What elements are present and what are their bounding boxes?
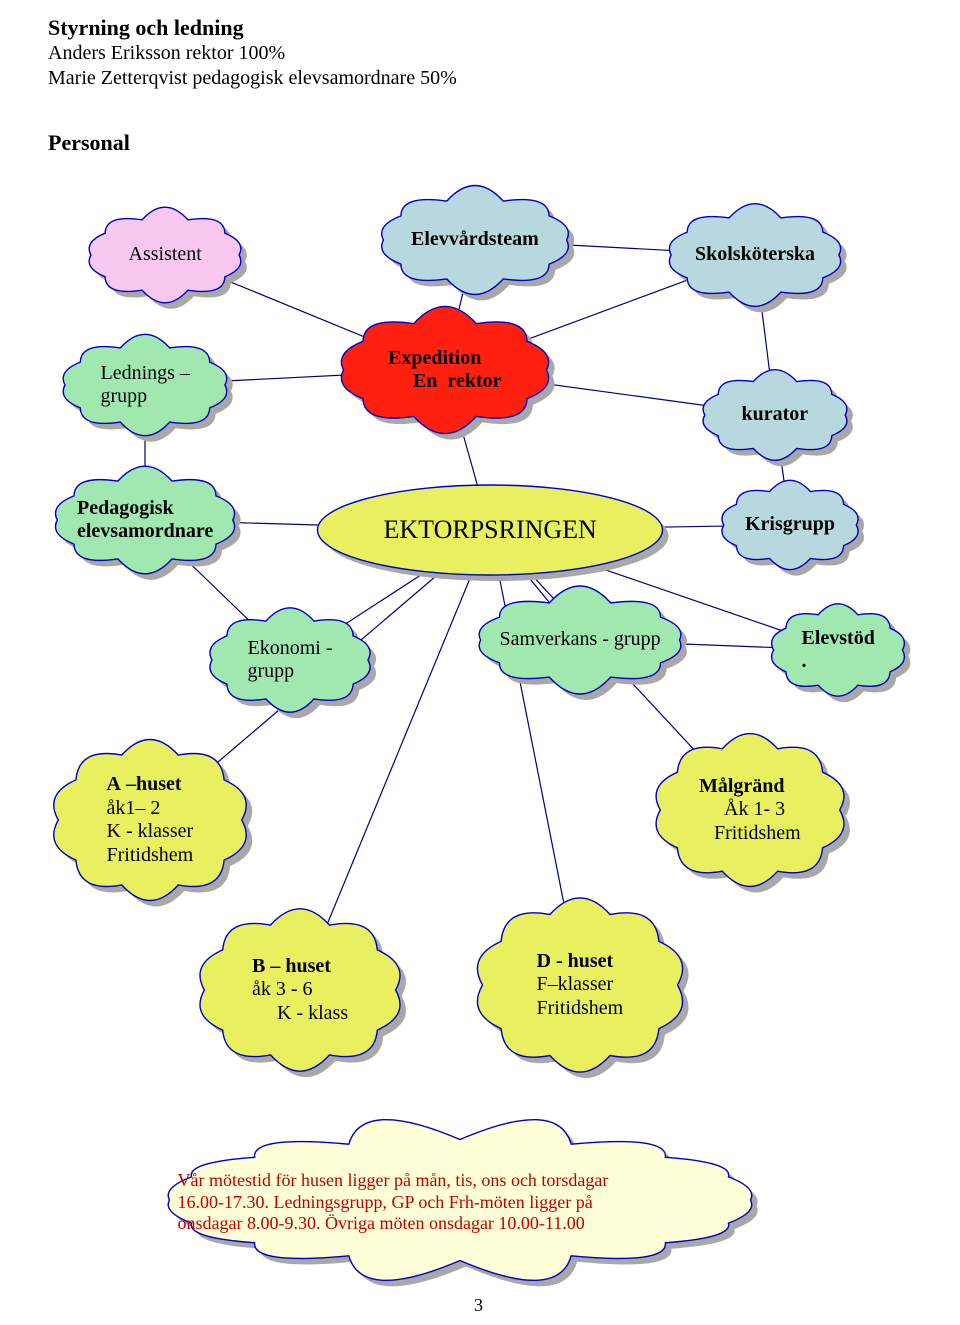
org-diagram [0,0,960,1325]
node-ekonomi [210,608,370,712]
node-assistent [89,207,241,303]
footnote-line-2: 16.00-17.30. Ledningsgrupp, GP och Frh-m… [178,1192,609,1214]
footnote-line-3: onsdagar 8.00-9.30. Övriga möten onsdaga… [178,1213,609,1235]
footnote-line-1: Vår mötestid för husen ligger på mån, ti… [178,1170,609,1192]
node-expedition [341,306,548,433]
node-pedagogisk [55,466,234,574]
page-number: 3 [474,1295,483,1316]
edge-ektorps-bhuset [300,530,490,990]
page-root: Styrning och ledning Anders Eriksson rek… [0,0,960,1325]
footnote-text: Vår mötestid för husen ligger på mån, ti… [178,1170,609,1235]
node-skolskot [669,204,840,307]
node-bhuset [200,909,400,1071]
node-ahuset [54,740,247,901]
node-elevstod [772,604,905,696]
node-malgrand [656,734,844,887]
node-kurator [703,370,847,461]
node-ektorps [318,485,663,575]
node-dhuset [477,898,682,1072]
node-lednings [63,334,227,435]
node-krisgrupp [722,480,858,569]
